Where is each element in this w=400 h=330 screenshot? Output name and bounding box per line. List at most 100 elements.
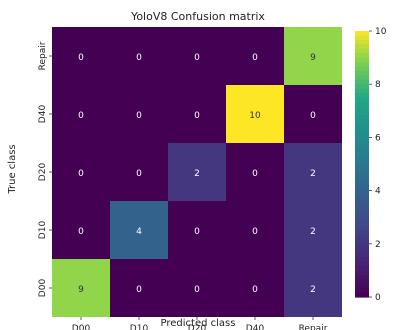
x-tick-label: D10	[130, 324, 149, 330]
colorbar-segment	[355, 106, 369, 112]
colorbar-tick-label: 4	[375, 187, 381, 197]
cell-value-label: 2	[310, 227, 316, 237]
colorbar-segment	[355, 208, 369, 214]
cell-value-label: 0	[136, 285, 142, 295]
colorbar-segment	[355, 137, 369, 143]
cell-value-label: 0	[252, 285, 258, 295]
colorbar-segment	[355, 44, 369, 50]
colorbar-segment	[355, 252, 369, 258]
cell-value-label: 0	[252, 169, 258, 179]
colorbar-segment	[355, 115, 369, 121]
cell-value-label: 4	[136, 227, 142, 237]
cell-value-label: 9	[78, 285, 84, 295]
heatmap-cell	[110, 27, 168, 85]
colorbar-segment	[355, 39, 369, 45]
colorbar-segment	[355, 128, 369, 134]
cell-value-label: 0	[194, 227, 200, 237]
colorbar-tick-label: 0	[375, 293, 381, 303]
heatmap-cell	[284, 259, 342, 317]
cell-value-label: 2	[310, 285, 316, 295]
colorbar-segment	[355, 257, 369, 263]
colorbar-segment	[355, 203, 369, 209]
cell-value-label: 0	[194, 53, 200, 63]
x-tick-label: Repair	[299, 324, 328, 330]
colorbar-segment	[355, 70, 369, 76]
cell-value-label: 0	[310, 111, 316, 121]
colorbar-segment	[355, 79, 369, 85]
colorbar-segment	[355, 146, 369, 152]
heatmap-cell	[52, 143, 110, 201]
heatmap-cell	[52, 259, 110, 317]
colorbar-segment	[355, 265, 369, 271]
colorbar-segment	[355, 292, 369, 298]
chart-title: YoloV8 Confusion matrix	[130, 10, 265, 23]
colorbar-segment	[355, 283, 369, 289]
heatmap-cell	[226, 201, 284, 259]
cell-value-label: 0	[136, 169, 142, 179]
colorbar-segment	[355, 248, 369, 254]
colorbar-segment	[355, 48, 369, 54]
colorbar-segment	[355, 124, 369, 130]
y-tick-label: Repair	[38, 41, 48, 70]
colorbar-segment	[355, 288, 369, 294]
heatmap-cell	[168, 201, 226, 259]
colorbar-segment	[355, 190, 369, 196]
colorbar-segment	[355, 31, 369, 37]
cell-value-label: 9	[310, 53, 316, 63]
cell-value-label: 0	[78, 53, 84, 63]
colorbar-segment	[355, 221, 369, 227]
cell-value-label: 0	[78, 111, 84, 121]
cell-value-label: 0	[194, 285, 200, 295]
colorbar-segment	[355, 119, 369, 125]
colorbar-segment	[355, 84, 369, 90]
heatmap-cell	[226, 27, 284, 85]
colorbar-segment	[355, 212, 369, 218]
heatmap-cell	[284, 143, 342, 201]
heatmap-cell	[284, 201, 342, 259]
x-tick-label: D40	[246, 324, 265, 330]
heatmap-cell	[226, 85, 284, 143]
colorbar-segment	[355, 230, 369, 236]
cell-value-label: 0	[78, 169, 84, 179]
colorbar-segment	[355, 239, 369, 245]
colorbar-segment	[355, 234, 369, 240]
y-tick-label: D40	[38, 105, 48, 124]
heatmap-cell	[284, 27, 342, 85]
colorbar-segment	[355, 217, 369, 223]
x-axis-label: Predicted class	[161, 318, 236, 329]
colorbar-segment	[355, 66, 369, 72]
heatmap-cell	[110, 259, 168, 317]
heatmap-cell	[52, 85, 110, 143]
colorbar-segment	[355, 164, 369, 170]
colorbar-segment	[355, 168, 369, 174]
colorbar-segment	[355, 35, 369, 41]
colorbar-tick-label: 8	[375, 80, 381, 90]
x-tick-label: D20	[188, 324, 207, 330]
colorbar-segment	[355, 177, 369, 183]
heatmap-cell	[226, 143, 284, 201]
colorbar-segment	[355, 150, 369, 156]
y-axis-label: True class	[7, 144, 18, 194]
heatmap-cell	[110, 85, 168, 143]
colorbar-segment	[355, 110, 369, 116]
heatmap-cell	[168, 85, 226, 143]
colorbar-segment	[355, 226, 369, 232]
heatmap-cell	[52, 201, 110, 259]
colorbar-segment	[355, 53, 369, 59]
heatmap-cell	[52, 27, 110, 85]
colorbar-segment	[355, 279, 369, 285]
heatmap-cell	[168, 259, 226, 317]
heatmap-cell	[284, 85, 342, 143]
cell-value-label: 0	[136, 53, 142, 63]
colorbar-segment	[355, 141, 369, 147]
colorbar-segment	[355, 186, 369, 192]
y-tick-label: D00	[38, 279, 48, 298]
colorbar-segment	[355, 159, 369, 165]
colorbar-segment	[355, 97, 369, 103]
colorbar-segment	[355, 93, 369, 99]
colorbar-segment	[355, 181, 369, 187]
colorbar-tick-label: 6	[375, 133, 381, 143]
cell-value-label: 0	[252, 53, 258, 63]
heatmap-cell	[168, 143, 226, 201]
